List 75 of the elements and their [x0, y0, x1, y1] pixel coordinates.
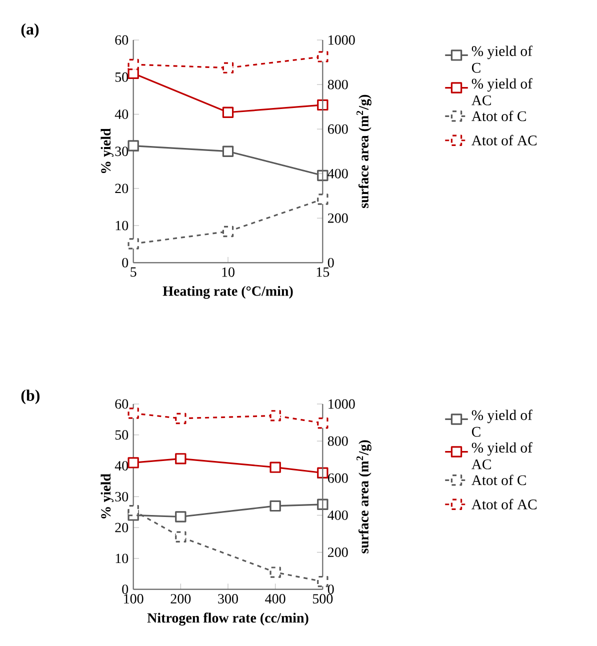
x-axis-title: Nitrogen flow rate (cc/min)	[147, 612, 308, 626]
legend-label: % yield of AC	[471, 442, 532, 470]
point	[175, 531, 186, 542]
x-tick-label: 5	[130, 267, 136, 277]
y-tick-label: 60	[115, 399, 128, 409]
y-tick-label: 10	[116, 554, 128, 564]
point	[128, 504, 139, 516]
x-tick-label: 100	[124, 594, 144, 604]
x-tick-label: 200	[170, 594, 191, 604]
point	[128, 457, 139, 468]
point	[317, 467, 328, 478]
point	[222, 106, 234, 118]
y2-tick-label: 200	[328, 213, 348, 223]
y-tick-label: 30	[115, 492, 128, 502]
y2-tick-label: 800	[328, 436, 348, 446]
legend-label: Atot of AC	[472, 134, 537, 146]
point	[317, 51, 328, 62]
legend-label: % yield of C	[472, 46, 532, 73]
point	[317, 170, 328, 182]
point	[128, 238, 139, 250]
point	[270, 566, 281, 578]
y-tick-label: 20	[115, 184, 128, 194]
y2-axis-title: surface area (m$^{2}$/g)	[356, 94, 372, 208]
point	[317, 417, 328, 429]
point	[175, 511, 186, 522]
x-axis-title: Heating rate (°C/min)	[162, 286, 293, 299]
y2-axis-title: surface area (m$^{2}$/g)	[356, 440, 372, 554]
x-tick-label: 15	[316, 267, 330, 277]
point	[128, 58, 139, 70]
y-tick-label: 50	[115, 72, 128, 82]
y-tick-label: 10	[116, 220, 128, 230]
point	[317, 576, 328, 588]
y-tick-label: 0	[122, 584, 128, 594]
y2-tick-label: 200	[328, 548, 348, 558]
y-tick-label: 0	[122, 258, 128, 268]
y-tick-label: 60	[115, 35, 128, 45]
point	[222, 62, 234, 74]
y-axis-title: % yield	[100, 474, 114, 518]
point	[317, 99, 328, 111]
y2-tick-label: 1000	[328, 399, 355, 409]
y-axis-title: % yield	[100, 128, 114, 174]
legend-label: Atot of C	[472, 110, 526, 122]
y2-tick-label: 0	[328, 584, 334, 594]
legend-label: % yield of AC	[472, 78, 532, 106]
point	[270, 500, 281, 512]
x-tick-label: 300	[218, 594, 238, 604]
point	[270, 410, 281, 422]
y2-tick-label: 600	[328, 473, 348, 483]
y2-tick-label: 0	[328, 258, 334, 268]
y-tick-label: 20	[115, 522, 128, 532]
point	[270, 462, 281, 473]
point	[128, 140, 139, 152]
y-tick-label: 40	[114, 461, 128, 471]
y-tick-label: 50	[115, 430, 128, 440]
legend-label: % yield of C	[472, 410, 532, 437]
y2-tick-label: 600	[328, 124, 348, 134]
point	[317, 194, 328, 205]
y2-tick-label: 800	[328, 80, 348, 90]
y-tick-label: 40	[114, 110, 128, 119]
point	[222, 146, 234, 157]
legend-label: Atot of AC	[471, 498, 537, 510]
point	[128, 408, 139, 419]
chart-title: (b)	[21, 390, 40, 404]
x-tick-label: 500	[312, 594, 333, 604]
y2-tick-label: 400	[328, 510, 348, 520]
y2-tick-label: 1000	[328, 35, 355, 45]
chart-title: (a)	[21, 23, 39, 38]
x-tick-label: 400	[265, 594, 286, 604]
legend-label: Atot of C	[471, 474, 526, 486]
point	[175, 412, 186, 424]
x-tick-label: 10	[222, 267, 234, 277]
y-tick-label: 30	[115, 146, 128, 156]
point	[317, 498, 328, 510]
point	[222, 226, 234, 238]
point	[175, 453, 186, 464]
